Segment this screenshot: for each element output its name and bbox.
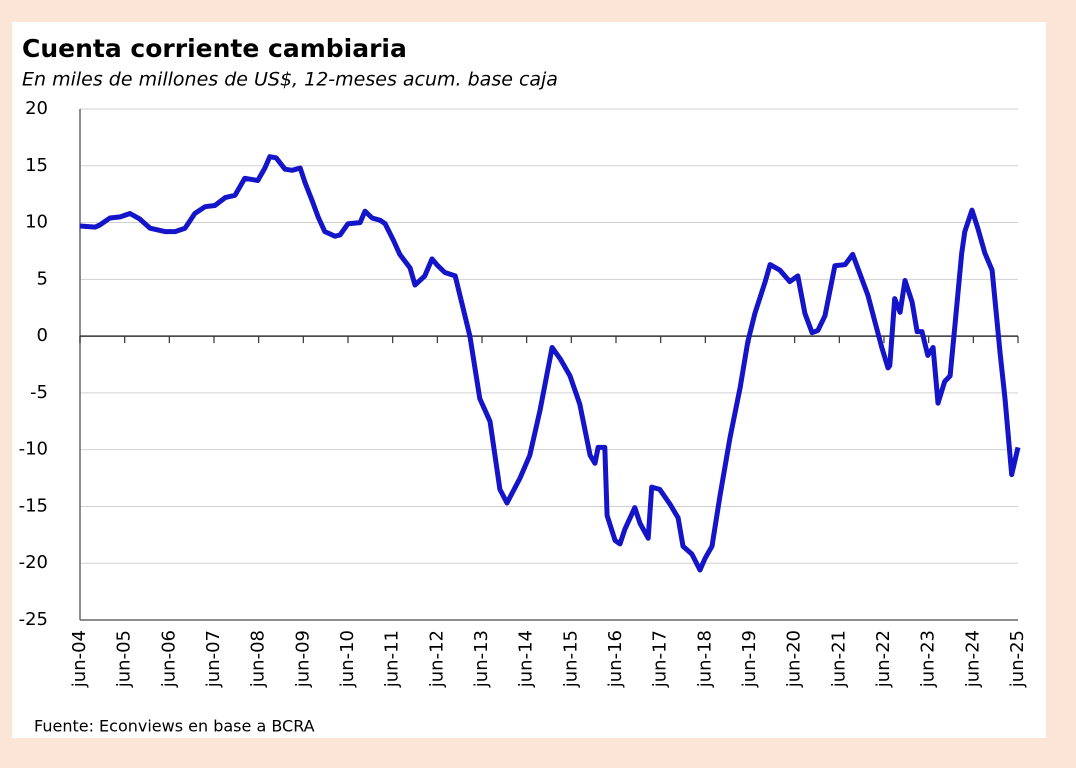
y-tick-label: 15 — [25, 155, 48, 176]
x-tick-label: jun-20 — [784, 630, 805, 688]
source-note: Fuente: Econviews en base a BCRA — [34, 717, 315, 736]
x-tick-label: jun-16 — [605, 630, 626, 688]
chart-panel — [12, 22, 1046, 738]
x-tick-label: jun-06 — [158, 630, 179, 688]
x-tick-label: jun-11 — [382, 630, 403, 688]
y-tick-label: -5 — [30, 382, 48, 403]
x-tick-label: jun-08 — [248, 630, 269, 688]
x-tick-label: jun-25 — [1007, 630, 1028, 688]
x-tick-label: jun-09 — [292, 630, 313, 688]
y-tick-label: 0 — [37, 325, 48, 346]
x-tick-label: jun-17 — [650, 630, 671, 688]
x-tick-label: jun-12 — [426, 630, 447, 688]
x-tick-label: jun-07 — [203, 630, 224, 688]
x-tick-label: jun-19 — [739, 630, 760, 688]
x-tick-label: jun-21 — [828, 630, 849, 688]
y-tick-label: 20 — [25, 98, 48, 119]
x-tick-label: jun-04 — [69, 630, 90, 688]
x-tick-label: jun-10 — [337, 630, 358, 688]
y-tick-label: -10 — [19, 439, 48, 460]
x-tick-label: jun-05 — [114, 630, 135, 688]
x-tick-label: jun-22 — [873, 630, 894, 688]
y-tick-label: -15 — [19, 495, 48, 516]
chart-subtitle: En miles de millones de US$, 12-meses ac… — [22, 69, 558, 91]
x-tick-label: jun-24 — [962, 630, 983, 688]
x-tick-label: jun-18 — [694, 630, 715, 688]
x-tick-label: jun-23 — [918, 630, 939, 688]
y-tick-label: -25 — [19, 609, 48, 630]
y-tick-label: 5 — [37, 268, 48, 289]
y-tick-label: -20 — [19, 552, 48, 573]
x-tick-label: jun-15 — [560, 630, 581, 688]
x-tick-label: jun-14 — [516, 630, 537, 688]
data-line — [79, 154, 1021, 573]
y-tick-label: 10 — [25, 212, 48, 233]
x-tick-label: jun-13 — [471, 630, 492, 688]
chart-title: Cuenta corriente cambiaria — [22, 34, 407, 63]
